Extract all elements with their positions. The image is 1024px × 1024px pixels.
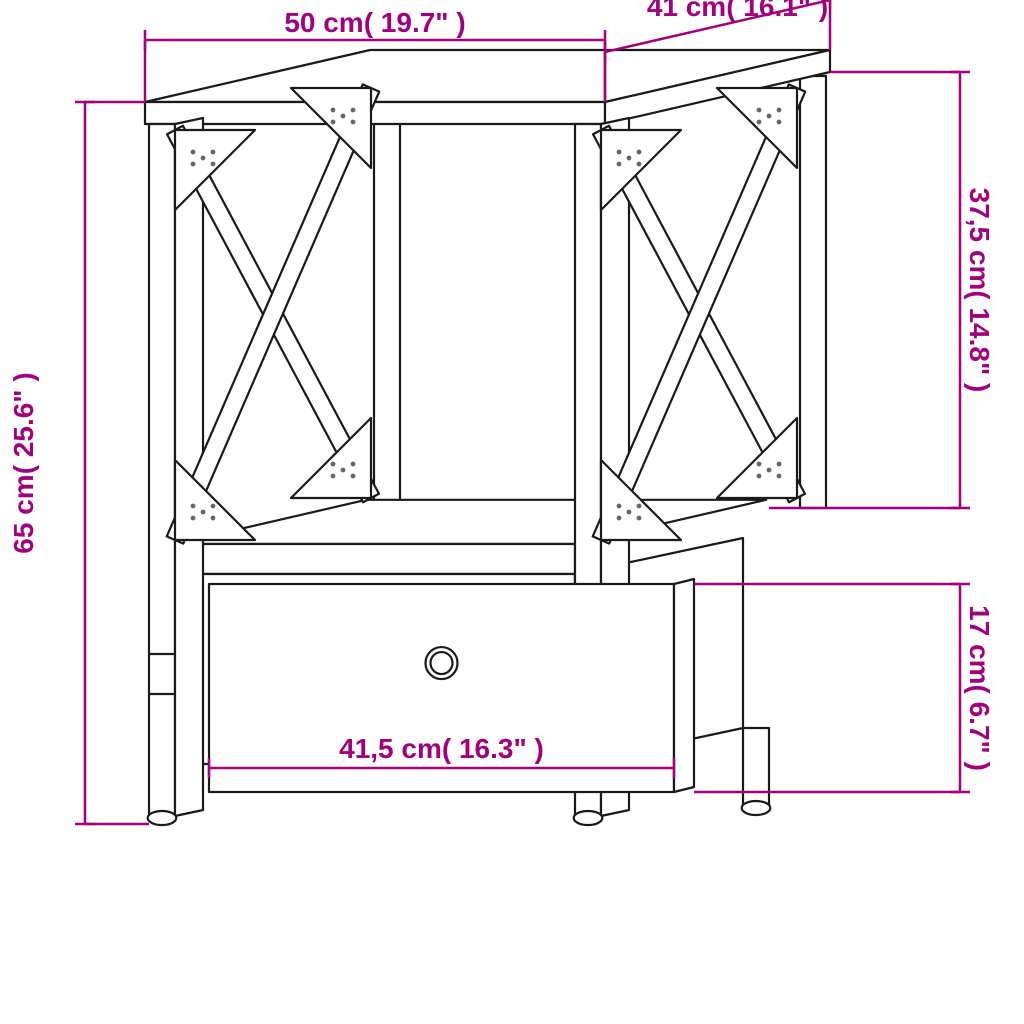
dim-drawer-h: 17 cm( 6.7" ) bbox=[964, 605, 995, 771]
dim-depth: 41 cm( 16.1" ) bbox=[647, 0, 828, 22]
nightstand-drawing bbox=[145, 50, 830, 825]
dim-height: 65 cm( 25.6" ) bbox=[8, 372, 39, 553]
dim-drawer-w: 41,5 cm( 16.3" ) bbox=[339, 733, 544, 764]
dim-open-h: 37,5 cm( 14.8" ) bbox=[964, 188, 995, 393]
dim-width: 50 cm( 19.7" ) bbox=[284, 7, 465, 38]
